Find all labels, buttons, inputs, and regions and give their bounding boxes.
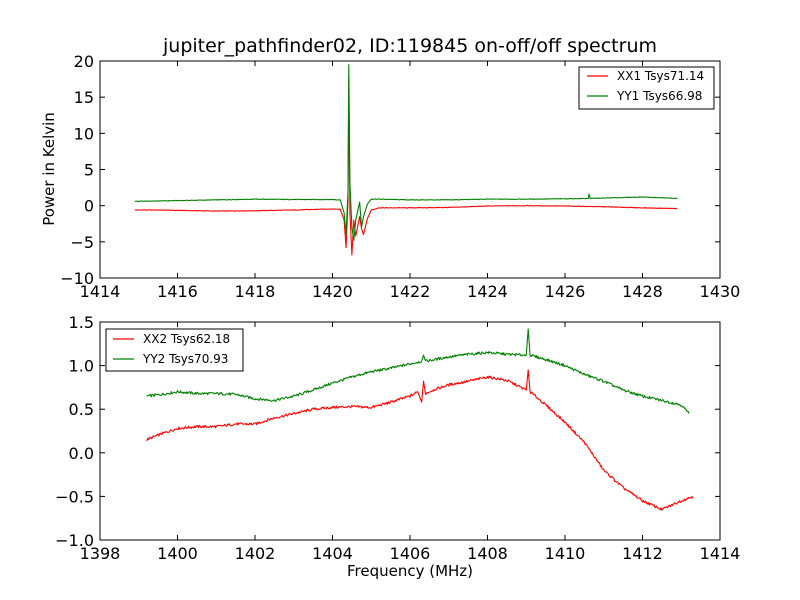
bottom-x-axis-label: Frequency (MHz) xyxy=(347,562,473,580)
bottom-legend: XX2 Tsys62.18 YY2 Tsys70.93 xyxy=(105,328,244,372)
bottom-x-tick-label: 1408 xyxy=(467,544,508,563)
top-x-tick-label: 1422 xyxy=(390,282,431,301)
top-x-tick-label: 1416 xyxy=(157,282,198,301)
bottom-legend-label-yy2: YY2 Tsys70.93 xyxy=(142,352,228,366)
top-y-axis-label: Power in Kelvin xyxy=(40,112,58,226)
top-series-yy1-line xyxy=(134,64,678,241)
top-y-tick-label: 10 xyxy=(74,124,94,143)
bottom-y-tick-label: 1.5 xyxy=(69,313,94,332)
top-y-tick-label: 15 xyxy=(74,88,94,107)
top-x-tick-label: 1420 xyxy=(312,282,353,301)
top-y-tick-label: 0 xyxy=(84,197,94,216)
top-legend-box xyxy=(578,66,715,110)
bottom-x-tick-label: 1412 xyxy=(622,544,663,563)
bottom-series-xx2-line xyxy=(146,369,694,511)
top-y-tick-label: 20 xyxy=(74,52,94,71)
bottom-plot: Frequency (MHz) 1398 1400 1402 1404 1406 1408… xyxy=(55,313,740,580)
bottom-y-tick-label: −1.0 xyxy=(55,531,94,550)
bottom-y-tick-label: 0.5 xyxy=(69,400,94,419)
top-legend-label-xx1: XX1 Tsys71.14 xyxy=(617,69,704,83)
bottom-x-tick-label: 1398 xyxy=(80,544,121,563)
bottom-x-tick-label: 1410 xyxy=(545,544,586,563)
bottom-x-tick-label: 1402 xyxy=(235,544,276,563)
bottom-x-tick-label: 1406 xyxy=(390,544,431,563)
bottom-y-tick-label: −0.5 xyxy=(55,487,94,506)
bottom-legend-label-xx2: XX2 Tsys62.18 xyxy=(143,332,230,346)
bottom-x-tick-label: 1414 xyxy=(700,544,741,563)
bottom-x-tick-label: 1404 xyxy=(312,544,353,563)
top-plot: Power in Kelvin 1414 1416 1418 1420 1422 1424… xyxy=(40,52,740,301)
top-legend-label-yy1: YY1 Tsys66.98 xyxy=(616,89,702,103)
top-y-tick-label: 5 xyxy=(84,161,94,180)
bottom-legend-box xyxy=(105,328,244,372)
top-x-tick-label: 1424 xyxy=(467,282,508,301)
bottom-series-yy2-line xyxy=(146,328,690,414)
top-y-tick-label: −5 xyxy=(70,233,94,252)
top-x-tick-label: 1428 xyxy=(622,282,663,301)
top-x-tick-label: 1430 xyxy=(700,282,741,301)
bottom-y-tick-label: 0.0 xyxy=(69,444,94,463)
top-y-tick-label: −10 xyxy=(60,269,94,288)
bottom-x-tick-label: 1400 xyxy=(157,544,198,563)
top-legend: XX1 Tsys71.14 YY1 Tsys66.98 xyxy=(578,66,715,110)
chart-title: jupiter_pathfinder02, ID:119845 on-off/o… xyxy=(162,35,657,57)
bottom-y-tick-label: 1.0 xyxy=(69,357,94,376)
top-series-xx1-line xyxy=(134,78,678,256)
top-x-tick-label: 1418 xyxy=(235,282,276,301)
top-x-tick-label: 1426 xyxy=(545,282,586,301)
top-x-tick-label: 1414 xyxy=(80,282,121,301)
